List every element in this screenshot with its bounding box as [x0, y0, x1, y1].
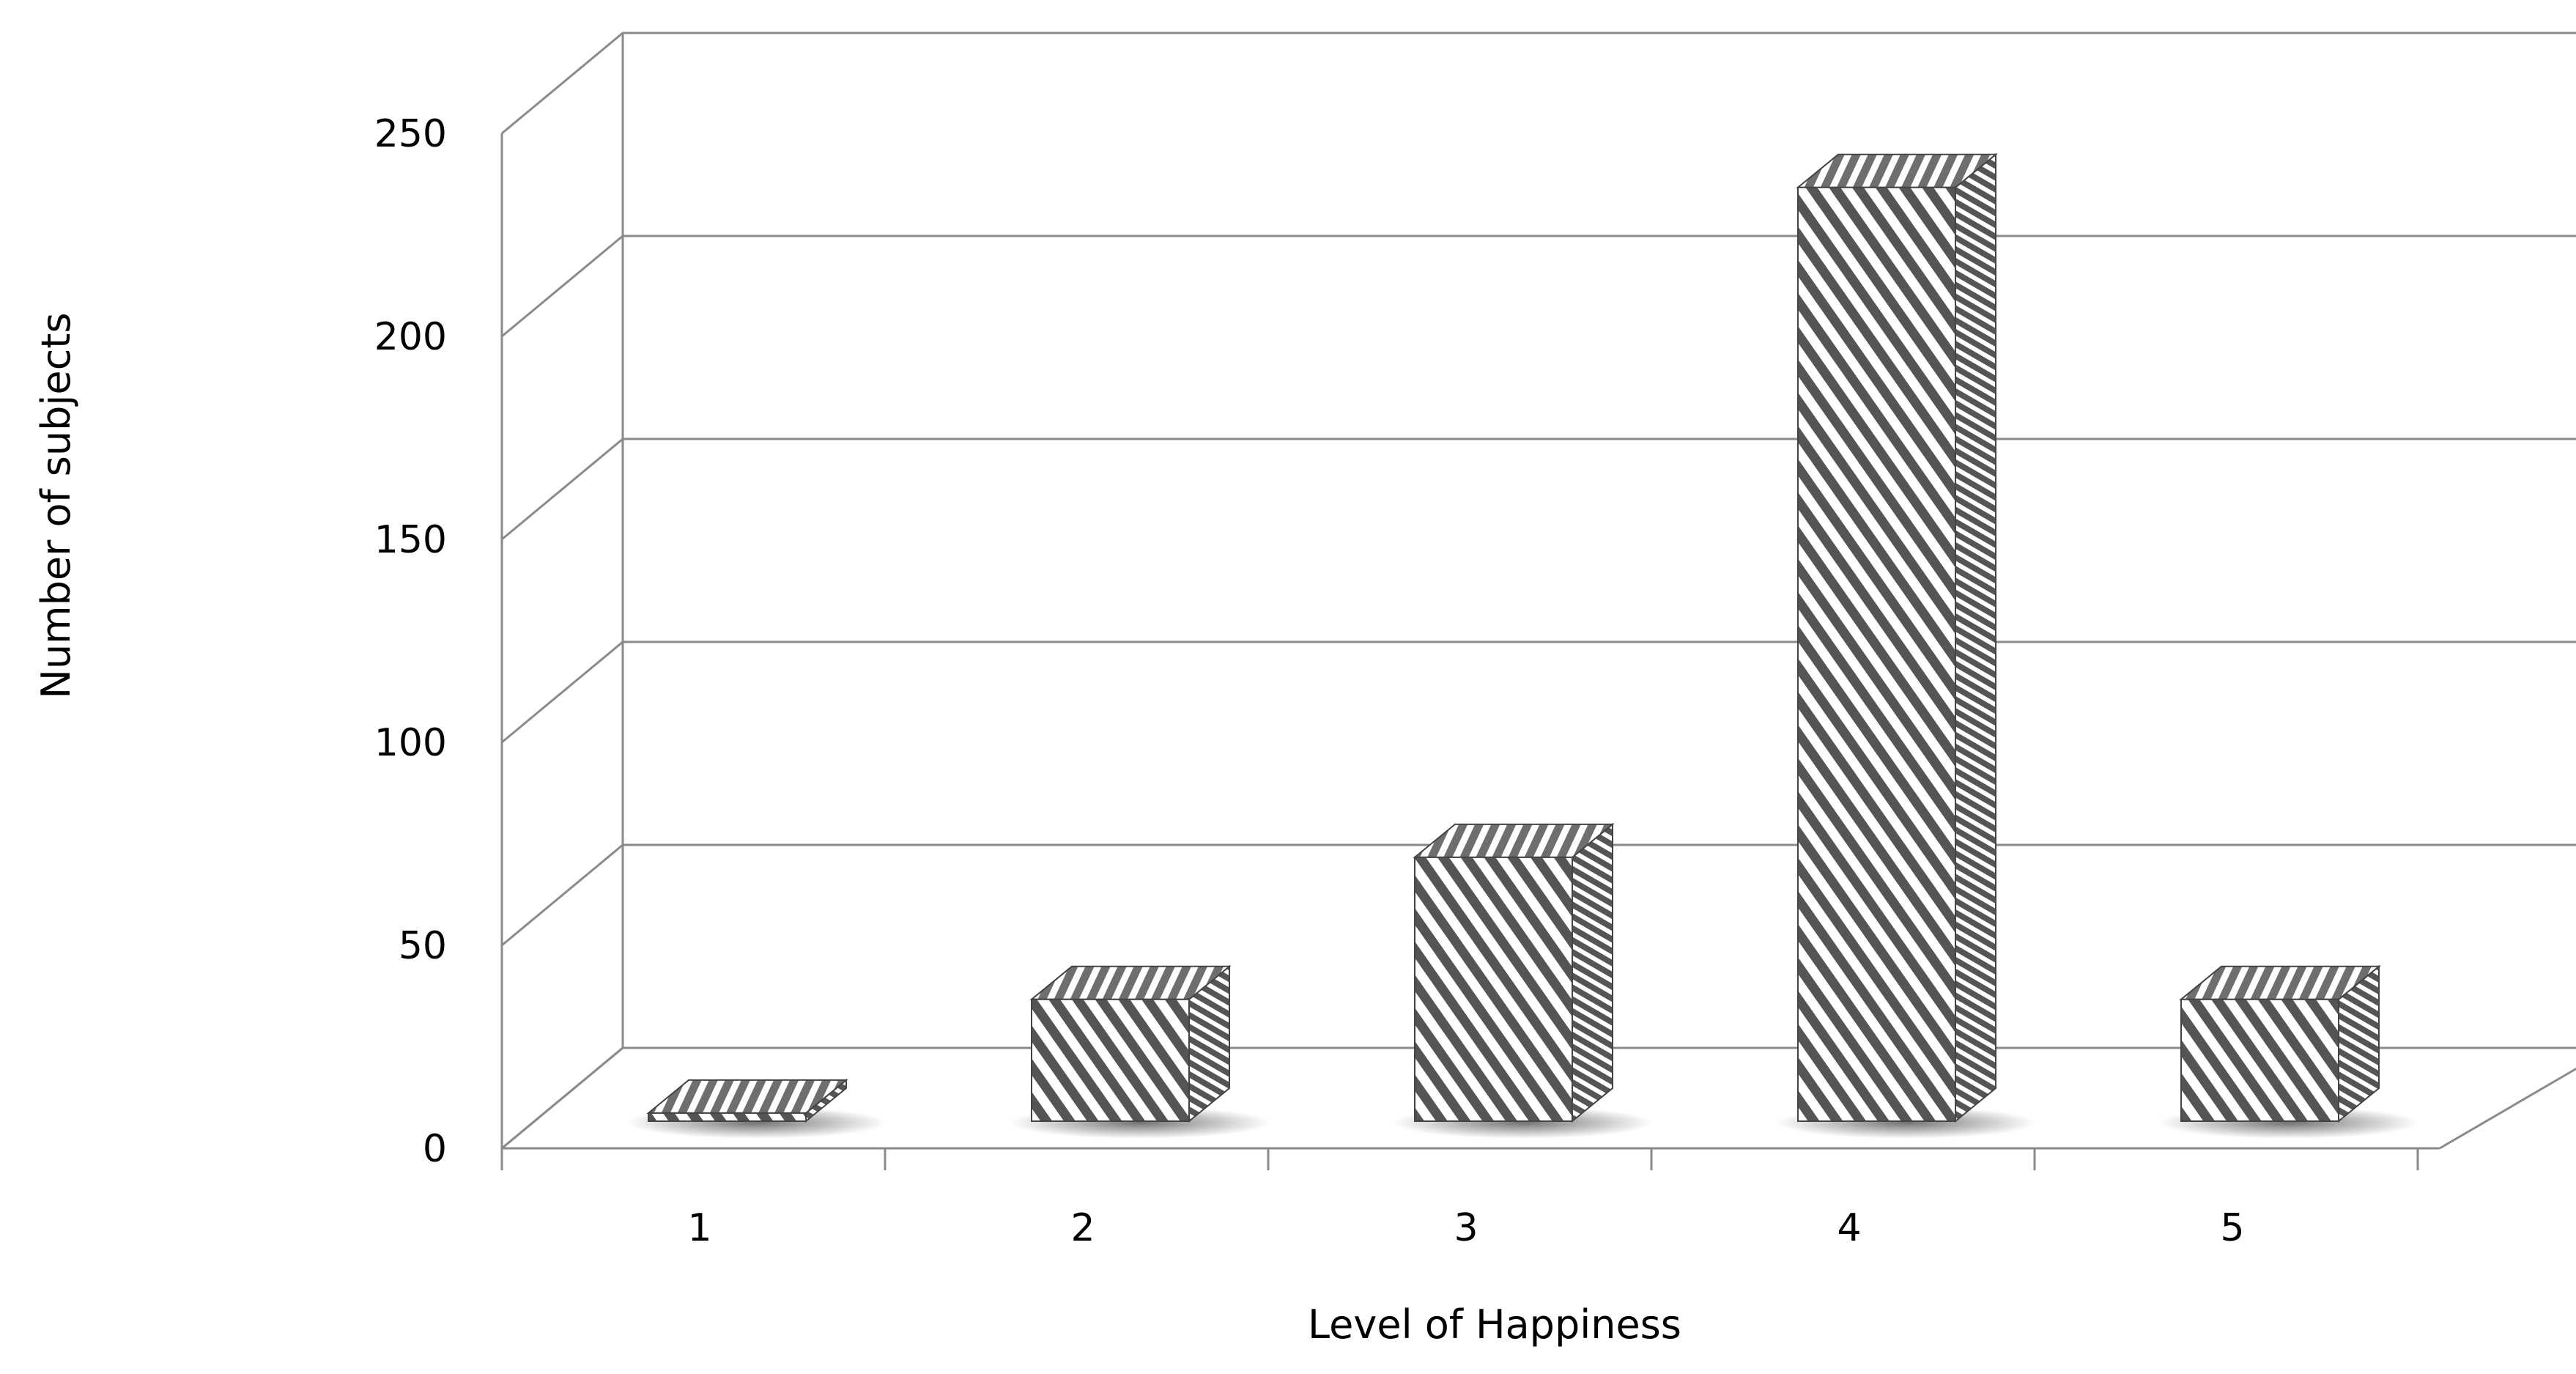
- gridline: [501, 32, 2576, 135]
- x-tick-label: 2: [1070, 1206, 1095, 1250]
- bar: [648, 1112, 807, 1123]
- bars: [626, 152, 2419, 1139]
- y-tick-label: 50: [399, 924, 447, 968]
- x-tick-label: 3: [1454, 1206, 1478, 1250]
- bar: [2180, 998, 2339, 1123]
- gridline: [501, 234, 2576, 338]
- x-axis-title: Level of Happiness: [1308, 1301, 1681, 1348]
- y-tick-label: 200: [374, 315, 447, 359]
- gridline: [501, 437, 2576, 541]
- gridline: [501, 640, 2576, 744]
- bar: [1797, 186, 1956, 1122]
- y-axis-title: Number of subjects: [33, 312, 79, 698]
- x-axis-ticks: 1 2 3 4 5: [500, 1148, 2419, 1250]
- x-tick-label: 1: [687, 1206, 711, 1250]
- bar: [1414, 856, 1573, 1123]
- floor-outline: [501, 1046, 2576, 1150]
- y-tick-label: 250: [374, 112, 447, 156]
- y-tick-label: 100: [374, 721, 447, 765]
- y-axis-ticks: 0 50 100 150 200 250: [374, 112, 447, 1171]
- bar-side: [1572, 822, 1613, 1123]
- bar: [1031, 998, 1190, 1123]
- x-tick-label: 4: [1837, 1206, 1861, 1250]
- y-tick-label: 0: [423, 1127, 447, 1171]
- bar-side: [1955, 152, 1996, 1123]
- y-tick-label: 150: [374, 518, 447, 562]
- chart-floor: [501, 1046, 2576, 1150]
- x-tick-label: 5: [2220, 1206, 2244, 1250]
